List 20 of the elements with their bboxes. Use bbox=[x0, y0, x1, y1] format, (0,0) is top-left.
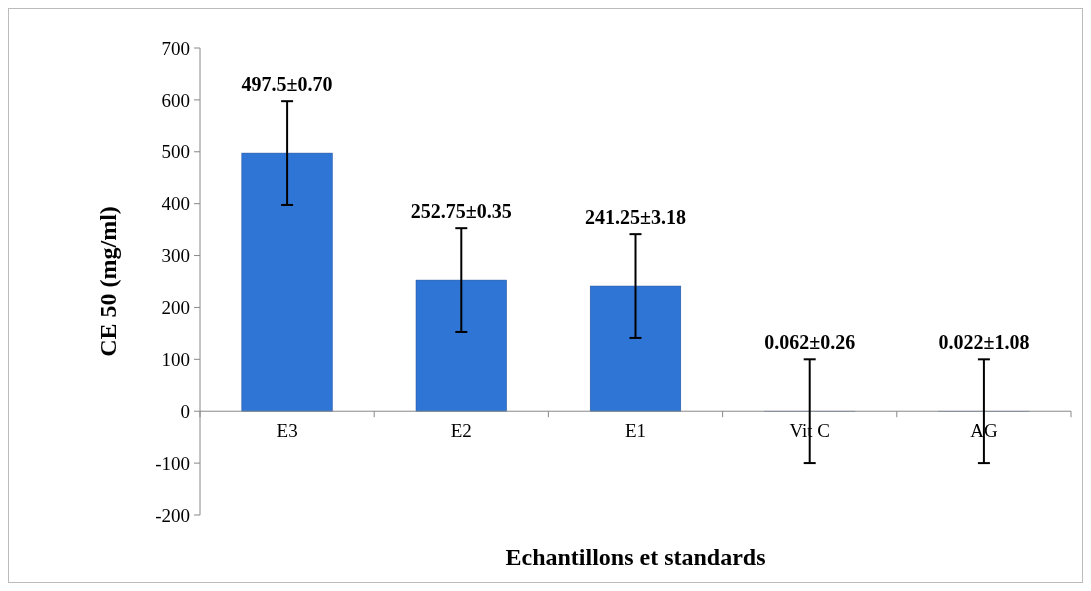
y-tick-label: -200 bbox=[155, 504, 190, 526]
y-tick-label: 100 bbox=[161, 348, 190, 370]
x-axis-title: Echantillons et standards bbox=[505, 544, 766, 570]
data-label: 252.75±0.35 bbox=[410, 200, 512, 223]
data-label: 497.5±0.70 bbox=[241, 73, 333, 96]
y-tick-label: 200 bbox=[161, 297, 190, 319]
data-label: 241.25±3.18 bbox=[585, 206, 686, 229]
y-tick-label: 600 bbox=[161, 89, 190, 111]
x-tick-label: E3 bbox=[276, 420, 298, 442]
x-tick-label: E2 bbox=[450, 420, 472, 442]
y-tick-label: 0 bbox=[180, 400, 190, 422]
data-label: 0.062±0.26 bbox=[764, 331, 856, 354]
y-tick-label: -100 bbox=[155, 452, 190, 474]
y-tick-label: 500 bbox=[161, 141, 190, 163]
y-tick-label: 700 bbox=[161, 37, 190, 59]
y-tick-label: 300 bbox=[161, 245, 190, 267]
y-tick-label: 400 bbox=[161, 193, 190, 215]
data-label: 0.022±1.08 bbox=[938, 331, 1030, 354]
x-tick-label: E1 bbox=[624, 420, 647, 442]
y-axis-title: CE 50 (mg/ml) bbox=[95, 206, 121, 357]
